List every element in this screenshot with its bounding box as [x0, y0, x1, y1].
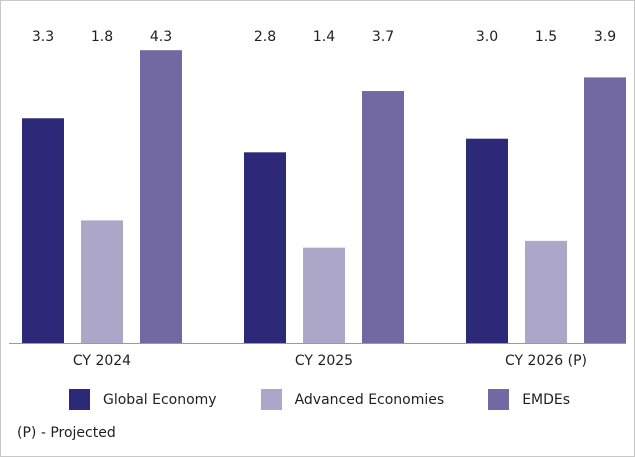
value-label-emdes-cy-2026-p: 3.9 — [594, 29, 616, 45]
value-label-advanced-economies-cy-2026-p: 1.5 — [535, 29, 557, 45]
legend-item-emdes: EMDEs — [488, 389, 570, 410]
bar-advanced-economies-cy-2025 — [303, 247, 345, 343]
value-label-emdes-cy-2024: 4.3 — [150, 29, 172, 45]
legend-item-advanced-economies: Advanced Economies — [260, 389, 445, 410]
value-label-global-economy-cy-2026-p: 3.0 — [476, 29, 498, 45]
bar-emdes-cy-2026-p — [584, 77, 626, 343]
bar-emdes-cy-2025 — [362, 91, 404, 343]
value-label-emdes-cy-2025: 3.7 — [372, 29, 394, 45]
bar-global-economy-cy-2024 — [22, 118, 64, 344]
legend-label-advanced-economies: Advanced Economies — [294, 391, 445, 408]
category-label-cy-2026-p: CY 2026 (P) — [505, 353, 587, 369]
bar-emdes-cy-2024 — [140, 50, 182, 344]
bar-advanced-economies-cy-2024 — [81, 220, 123, 343]
value-label-advanced-economies-cy-2025: 1.4 — [313, 29, 335, 45]
bar-chart: 3.3 1.8 4.3 CY 2024 2.8 1.4 3.7 CY 2025 3.0 1.5 3.… — [9, 29, 626, 369]
category-label-cy-2024: CY 2024 — [73, 353, 131, 369]
category-label-cy-2025: CY 2025 — [295, 353, 353, 369]
legend-label-emdes: EMDEs — [522, 391, 571, 408]
value-label-advanced-economies-cy-2024: 1.8 — [91, 29, 113, 45]
value-label-global-economy-cy-2025: 2.8 — [254, 29, 276, 45]
legend-label-global-economy: Global Economy — [103, 391, 217, 408]
bar-global-economy-cy-2025 — [244, 152, 286, 343]
value-label-global-economy-cy-2024: 3.3 — [32, 29, 54, 45]
projection-footnote: (P) - Projected — [17, 425, 116, 441]
bar-advanced-economies-cy-2026-p — [525, 240, 567, 343]
legend-swatch-advanced-economies — [260, 389, 282, 410]
legend-item-global-economy: Global Economy — [69, 389, 217, 410]
legend: Global Economy Advanced Economies EMDEs — [69, 389, 570, 410]
bar-global-economy-cy-2026-p — [466, 138, 508, 343]
legend-swatch-global-economy — [69, 389, 90, 410]
legend-swatch-emdes — [488, 389, 510, 410]
